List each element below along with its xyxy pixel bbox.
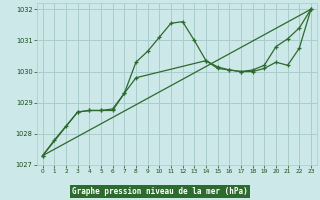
Text: Graphe pression niveau de la mer (hPa): Graphe pression niveau de la mer (hPa): [72, 187, 248, 196]
